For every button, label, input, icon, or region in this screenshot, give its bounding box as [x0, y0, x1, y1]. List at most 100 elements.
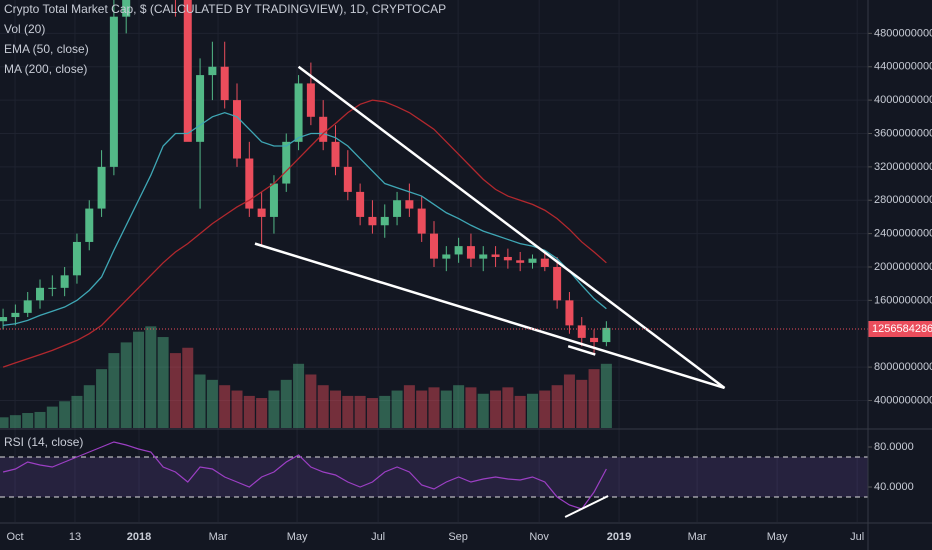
- volume-bar: [145, 326, 157, 428]
- candle-body: [11, 312, 20, 318]
- candle-body: [36, 287, 45, 301]
- candle-body: [72, 241, 81, 276]
- candle-body: [553, 266, 562, 301]
- candle-body: [417, 208, 426, 234]
- y-tick-label: 320000000000: [874, 161, 932, 173]
- volume-bar: [219, 385, 231, 428]
- ema-line: [2, 111, 607, 327]
- candle-body: [0, 317, 8, 322]
- volume-bar: [342, 395, 354, 428]
- y-tick-label: 40.0000: [874, 481, 914, 493]
- volume-bar: [169, 353, 181, 428]
- volume-bar: [526, 393, 538, 428]
- volume-bar: [317, 385, 329, 428]
- ma-line: [2, 99, 607, 368]
- indicator-label: RSI (14, close): [4, 435, 83, 449]
- y-tick-label: 240000000000: [874, 228, 932, 240]
- rsi-trendline: [564, 495, 609, 518]
- candle-body: [393, 200, 402, 217]
- volume-bar: [305, 374, 317, 428]
- trendline: [254, 242, 725, 390]
- volume-bar: [576, 379, 588, 428]
- candle-body: [233, 100, 242, 159]
- candle-body: [442, 254, 451, 259]
- indicator-label: MA (200, close): [4, 62, 87, 76]
- candle-body: [368, 216, 377, 226]
- candle-body: [516, 260, 525, 263]
- candle-body: [257, 208, 266, 217]
- volume-bar: [268, 390, 280, 428]
- candle-body: [294, 83, 303, 142]
- volume-bar: [293, 363, 305, 428]
- x-tick-label: 2019: [607, 531, 631, 543]
- candle-body: [306, 83, 315, 117]
- candle-body: [356, 191, 365, 217]
- x-tick-label: Nov: [529, 531, 549, 543]
- volume-bar: [539, 390, 551, 428]
- volume-bar: [379, 395, 391, 428]
- volume-bar: [256, 398, 268, 428]
- y-tick-label: 160000000000: [874, 294, 932, 306]
- volume-bar: [403, 385, 415, 428]
- volume-bar: [22, 413, 34, 428]
- candle-body: [590, 337, 599, 343]
- candle-body: [540, 258, 549, 267]
- volume-bar: [490, 390, 502, 428]
- volume-bar: [108, 353, 120, 428]
- candle-body: [282, 141, 291, 184]
- volume-bar: [514, 395, 526, 428]
- volume-bar: [71, 395, 83, 428]
- volume-bar: [428, 387, 440, 428]
- x-tick-label: May: [767, 531, 788, 543]
- volume-bar: [330, 390, 342, 428]
- trendline: [567, 345, 596, 356]
- volume-bar: [465, 387, 477, 428]
- y-tick-label: 280000000000: [874, 194, 932, 206]
- volume-bar: [551, 385, 563, 428]
- candle-body: [380, 216, 389, 226]
- volume-bar: [120, 342, 132, 428]
- volume-bar: [440, 390, 452, 428]
- candle-body: [220, 66, 229, 101]
- indicator-label: Vol (20): [4, 22, 45, 36]
- volume-bar: [231, 390, 243, 428]
- volume-bar: [588, 369, 600, 428]
- volume-bar: [416, 390, 428, 428]
- volume-bar: [280, 379, 292, 428]
- volume-bar: [157, 337, 169, 428]
- x-tick-label: Mar: [688, 531, 707, 543]
- volume-bar: [354, 395, 366, 428]
- volume-bar: [453, 385, 465, 428]
- candle-body: [343, 166, 352, 192]
- candle-body: [85, 208, 94, 242]
- candle-body: [60, 275, 69, 288]
- x-tick-label: Sep: [448, 531, 468, 543]
- candle-body: [602, 327, 611, 343]
- y-tick-label: 400000000000: [874, 94, 932, 106]
- volume-bar: [477, 393, 489, 428]
- candle-body: [565, 300, 574, 326]
- candle-body: [269, 183, 278, 217]
- volume-bar: [59, 401, 71, 428]
- y-tick-label: 200000000000: [874, 261, 932, 273]
- y-tick-label: 40000000000: [874, 394, 932, 406]
- candle-body: [491, 254, 500, 257]
- candle-body: [122, 0, 131, 17]
- candle-body: [454, 246, 463, 255]
- candle-body: [208, 66, 217, 76]
- volume-bar: [133, 331, 145, 428]
- candle-body: [196, 75, 205, 142]
- volume-bar: [0, 417, 9, 428]
- volume-bar: [502, 387, 514, 428]
- volume-bar: [391, 390, 403, 428]
- last-price-label: 125658428699: [872, 323, 932, 335]
- volume-bar: [46, 406, 58, 428]
- x-tick-label: Jul: [371, 531, 385, 543]
- volume-bar: [563, 374, 575, 428]
- candle-body: [466, 246, 475, 259]
- last-price-box: [868, 321, 932, 338]
- volume-bar: [96, 369, 108, 428]
- candle-body: [503, 256, 512, 261]
- candle-body: [577, 325, 586, 338]
